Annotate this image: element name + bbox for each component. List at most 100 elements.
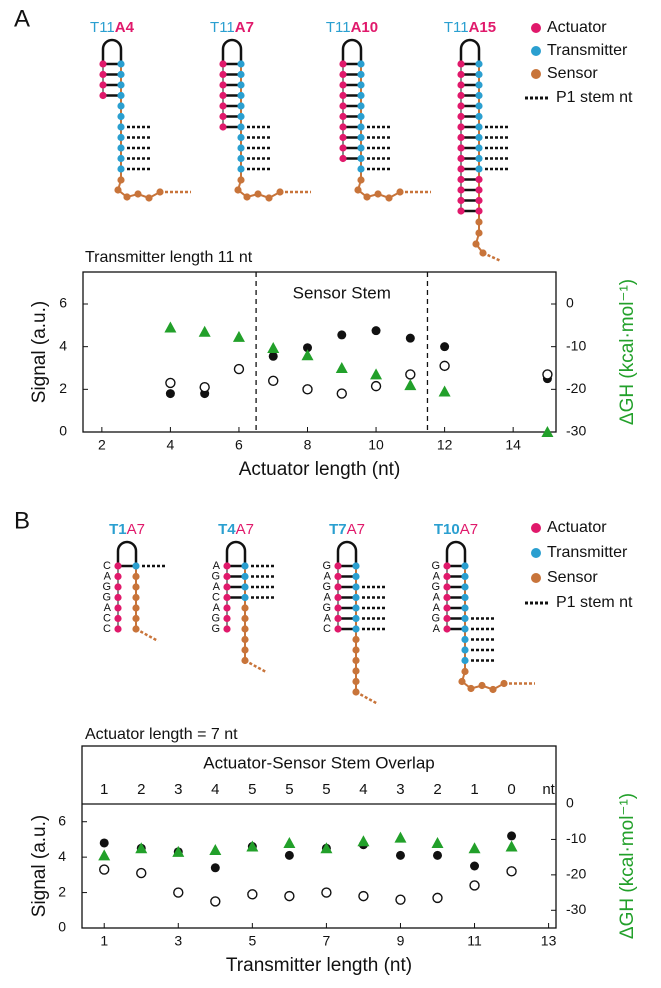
triangle-marker [209, 844, 222, 856]
transmitter-nt [461, 656, 469, 665]
y-tick-label: 4 [59, 337, 67, 353]
triangle-marker [198, 325, 211, 337]
filled-marker [507, 831, 517, 841]
sensor-nt [254, 190, 262, 198]
sensor-nt [132, 625, 140, 633]
actuator-nt [99, 60, 107, 68]
plot-frame [81, 745, 557, 929]
open-marker [165, 377, 176, 389]
open-marker [321, 887, 332, 898]
top-axis-label: 5 [322, 781, 330, 798]
actuator-nt [339, 70, 347, 79]
actuator-nt [219, 91, 227, 100]
legend-label: Transmitter [547, 42, 628, 59]
sequence-letter: A [324, 591, 332, 603]
actuator-nt [114, 583, 122, 591]
actuator-nt [223, 625, 231, 633]
sequence-letter: C [103, 623, 111, 635]
top-axis-label: 3 [174, 781, 182, 798]
actuator-nt [443, 583, 451, 591]
sensor-tail [244, 659, 268, 674]
hairpin-title: T4A7 [218, 521, 254, 538]
sequence-letter: A [213, 581, 221, 593]
actuator-nt [223, 614, 231, 623]
filled-marker [165, 389, 175, 399]
sequence-letter: A [433, 623, 441, 635]
y2-tick-label: -30 [566, 901, 586, 917]
sensor-nt [234, 186, 242, 194]
top-axis-label: 2 [137, 781, 145, 798]
open-marker [405, 369, 416, 380]
transmitter-nt [237, 112, 245, 121]
transmitter-nt [117, 154, 125, 163]
triangle-marker [438, 385, 451, 397]
legend-label: P1 stem nt [556, 594, 633, 611]
legend-label: Actuator [547, 519, 607, 536]
transmitter-nt [117, 165, 125, 173]
actuator-nt [219, 102, 227, 110]
sequence-letter: G [322, 602, 331, 614]
sensor-nt [243, 193, 251, 201]
sensor-nt [479, 249, 487, 257]
sensor-nt [352, 667, 360, 675]
sequence-letter: G [431, 560, 440, 572]
transmitter-nt [357, 60, 365, 68]
open-marker [542, 369, 553, 380]
transmitter-nt [352, 562, 360, 570]
triangle-marker [505, 840, 518, 852]
x-tick-label: 6 [235, 437, 243, 453]
legend-swatch [531, 523, 541, 533]
transmitter-nt [237, 102, 245, 110]
triangle-marker [394, 831, 407, 843]
top-axis-label: 4 [359, 781, 367, 798]
transmitter-nt [237, 70, 245, 79]
filled-marker [284, 850, 294, 860]
sensor-nt [352, 656, 360, 665]
sequence-letter: A [104, 602, 112, 614]
x-tick-label: 3 [174, 933, 182, 949]
triangle-marker [283, 836, 296, 848]
top-axis-label: 1 [470, 781, 478, 798]
top-axis-unit: nt [542, 781, 555, 798]
actuator-nt [457, 81, 465, 89]
y-tick-label: 4 [58, 848, 66, 864]
y2-tick-label: -10 [566, 830, 586, 846]
actuator-nt [223, 583, 231, 591]
panel-label: B [14, 507, 30, 534]
actuator-nt [443, 604, 451, 612]
x-tick-label: 2 [98, 437, 106, 453]
actuator-nt [99, 70, 107, 79]
hairpin-title: T1A7 [109, 521, 145, 538]
x-tick-label: 10 [368, 437, 384, 453]
transmitter-nt [475, 144, 483, 152]
actuator-nt [334, 583, 342, 591]
transmitter-nt [237, 123, 245, 131]
sensor-nt [363, 193, 371, 201]
sensor-nt [132, 572, 140, 581]
triangle-marker [357, 835, 370, 847]
hairpin-title: T11A15 [444, 19, 496, 36]
transmitter-nt [461, 635, 469, 644]
transmitter-name: T10 [434, 521, 460, 538]
sequence-letter: G [322, 560, 331, 572]
sensor-nt [352, 677, 360, 686]
actuator-nt [457, 196, 465, 205]
transmitter-name: T11 [210, 19, 235, 36]
sequence-letter: C [103, 612, 111, 624]
transmitter-nt [357, 81, 365, 89]
sensor-nt [132, 593, 140, 602]
actuator-nt [223, 604, 231, 612]
sensor-nt [237, 176, 245, 184]
actuator-nt [114, 604, 122, 612]
open-marker [336, 388, 347, 399]
sensor-nt [357, 176, 365, 184]
open-marker [432, 892, 443, 904]
actuator-name: A7 [347, 521, 365, 538]
y-tick-label: 6 [58, 812, 66, 828]
transmitter-nt [475, 102, 483, 110]
y-axis-label: Signal (a.u.) [29, 815, 50, 917]
x-axis-label: Actuator length (nt) [239, 459, 401, 480]
transmitter-nt [357, 133, 365, 142]
sensor-nt [385, 194, 393, 202]
